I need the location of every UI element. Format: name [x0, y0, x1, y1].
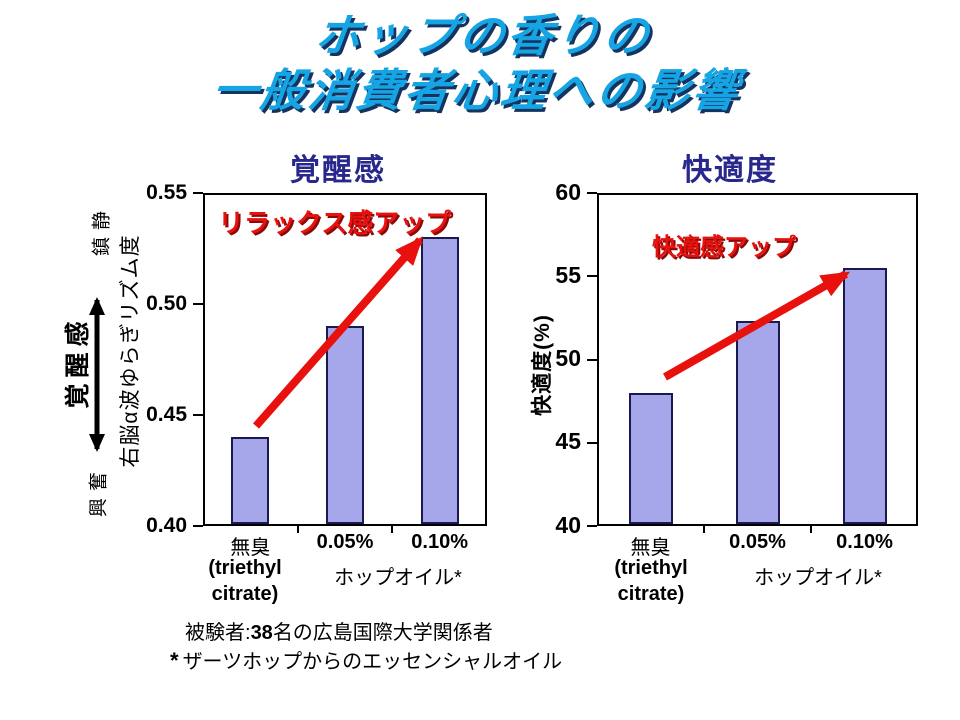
main-title-line2: 一般消費者心理への影響 [209, 65, 744, 116]
x-group-label: ホップオイル* [334, 567, 462, 589]
note-subjects-label: 被験者: [185, 622, 251, 644]
note-oil-source-text: ザーツホップからのエッセンシャルオイル [182, 651, 563, 673]
excitement-label: 興奮 [88, 464, 110, 518]
note-subjects-rest: 名の広島国際大学関係者 [272, 622, 493, 644]
y-tick-mark [587, 192, 597, 194]
bar-0.05% [735, 321, 780, 524]
x-sublabel: citrate) [617, 583, 685, 605]
y-tick-label: 0.45 [146, 402, 187, 426]
chart-title-arousal: 覚醒感 [290, 154, 386, 187]
y-tick-label: 0.40 [146, 513, 187, 537]
x-tick-mark [810, 526, 812, 533]
y-tick-mark [587, 525, 597, 527]
bar-0.05% [326, 326, 364, 524]
bar-無臭 [231, 437, 270, 524]
chart-title-comfort: 快適度 [682, 154, 778, 187]
y-tick-mark [193, 414, 203, 416]
x-tick-mark [391, 526, 394, 533]
annotation-relax-up: リラックス感アップ [218, 208, 452, 238]
footnote-oil-source: * ザーツホップからのエッセンシャルオイル [170, 647, 562, 676]
x-category-label: 0.10% [411, 531, 469, 553]
footnotes: 被験者:38名の広島国際大学関係者 * ザーツホップからのエッセンシャルオイル [170, 620, 562, 676]
x-category-label: 0.05% [729, 531, 786, 553]
plot-area [203, 193, 487, 526]
y-tick-label: 55 [555, 261, 581, 288]
bar-0.10% [842, 267, 887, 524]
x-category-label: 無臭 [630, 537, 671, 559]
sedation-label: 鎮静 [91, 203, 113, 257]
x-category-label: 0.05% [316, 531, 374, 553]
main-title: ホップの香りの 一般消費者心理への影響 [0, 8, 960, 118]
y-axis-label-alpha-wave: 右脳α波ゆらぎリズム度 [119, 234, 142, 468]
y-tick-label: 0.55 [146, 180, 187, 204]
y-tick-mark [193, 192, 203, 194]
y-tick-mark [587, 275, 597, 278]
note-asterisk: * [170, 648, 179, 673]
x-group-label: ホップオイル* [754, 567, 882, 589]
note-subjects-count: 38 [250, 622, 273, 644]
x-sublabel: citrate) [211, 583, 279, 605]
y-tick-label: 40 [555, 511, 581, 538]
x-category-label: 0.10% [836, 531, 893, 553]
footnote-subjects: 被験者:38名の広島国際大学関係者 [170, 620, 562, 647]
annotation-comfort-up: 快適感アップ [652, 234, 796, 261]
y-tick-mark [193, 303, 203, 305]
plot-area [597, 193, 918, 526]
y-tick-label: 0.50 [146, 291, 187, 315]
y-tick-label: 45 [555, 428, 581, 455]
x-sublabel: (triethyl [614, 557, 688, 579]
x-tick-mark [296, 526, 299, 533]
main-title-line1: ホップの香りの [312, 10, 655, 61]
y-tick-mark [587, 358, 597, 361]
x-sublabel: (triethyl [208, 557, 282, 579]
y-tick-mark [193, 525, 203, 527]
y-tick-label: 50 [555, 345, 581, 372]
bar-無臭 [628, 392, 673, 524]
y-tick-mark [587, 441, 597, 444]
x-category-label: 無臭 [230, 537, 271, 559]
y-tick-label: 60 [555, 178, 581, 205]
bar-0.10% [420, 237, 459, 524]
arousal-scale-label: 覚醒感 [64, 315, 92, 409]
x-tick-mark [703, 526, 705, 533]
